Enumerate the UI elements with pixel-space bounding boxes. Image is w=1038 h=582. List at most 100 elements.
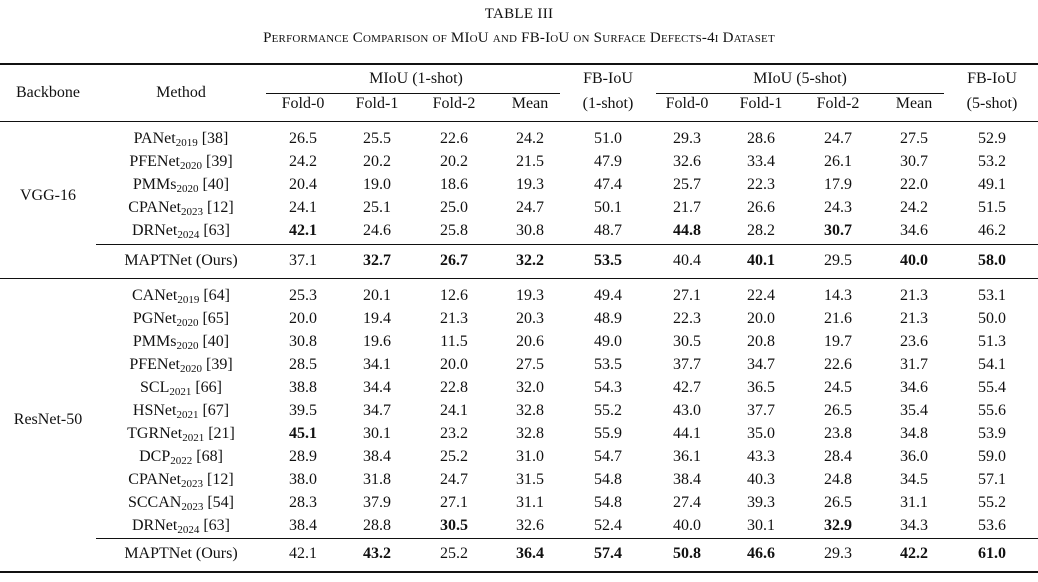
value-cell: 53.1 [978,287,1006,304]
value-cell: 37.7 [673,356,701,373]
method-name: PANet2019 [38] [96,129,266,149]
value-cell: 42.7 [673,379,701,396]
method-year: 2022 [170,455,193,467]
value-cell: 22.4 [747,287,775,304]
method-year: 2020 [180,160,202,172]
value-cell: 39.3 [747,494,775,511]
method-name: PMMs2020 [40] [96,332,266,352]
value-cell: 49.1 [978,176,1006,193]
value-cell: 54.8 [594,471,622,488]
value-cell: 12.6 [440,287,468,304]
ours-separator-rule [96,538,1038,539]
value-cell: 26.1 [824,153,852,170]
value-cell: 30.7 [824,222,852,239]
value-cell: 25.8 [440,222,468,239]
value-cell: 24.7 [440,471,468,488]
value-cell: 40.0 [673,517,701,534]
method-base-name: DRNet [132,517,178,534]
value-cell: 20.2 [363,153,391,170]
value-cell: 24.7 [516,199,544,216]
method-year: 2019 [177,294,200,306]
value-cell: 22.6 [824,356,852,373]
ours-value-cell: 61.0 [978,545,1006,562]
header-backbone: Backbone [16,84,80,101]
value-cell: 24.6 [363,222,391,239]
method-year: 2024 [177,524,200,536]
value-cell: 31.8 [363,471,391,488]
method-base-name: PGNet [132,310,177,327]
value-cell: 31.1 [516,494,544,511]
ours-value-cell: 32.7 [363,252,391,269]
value-cell: 31.7 [900,356,928,373]
value-cell: 32.6 [516,517,544,534]
value-cell: 54.1 [978,356,1006,373]
method-base-name: DCP [139,448,171,465]
value-cell: 53.6 [978,517,1006,534]
value-cell: 31.0 [516,448,544,465]
value-cell: 27.1 [673,287,701,304]
method-name: SCL2021 [66] [96,378,266,398]
value-cell: 54.8 [594,494,622,511]
ours-value-cell: 36.4 [516,545,544,562]
value-cell: 27.5 [900,130,928,147]
value-cell: 47.4 [594,176,622,193]
header-miou-5shot: MIoU (5-shot) [753,70,847,87]
value-cell: 34.8 [900,425,928,442]
value-cell: 25.0 [440,199,468,216]
value-cell: 24.8 [824,471,852,488]
ours-value-cell: 58.0 [978,252,1006,269]
value-cell: 32.9 [824,517,852,534]
value-cell: 49.4 [594,287,622,304]
method-base-name: PANet [133,130,176,147]
value-cell: 11.5 [440,333,468,350]
value-cell: 42.1 [289,222,317,239]
ours-value-cell: 40.0 [900,252,928,269]
value-cell: 54.7 [594,448,622,465]
value-cell: 30.5 [673,333,701,350]
value-cell: 37.9 [363,494,391,511]
value-cell: 30.5 [440,517,468,534]
value-cell: 26.6 [747,199,775,216]
value-cell: 52.9 [978,130,1006,147]
value-cell: 37.7 [747,402,775,419]
ours-value-cell: 57.4 [594,545,622,562]
value-cell: 28.9 [289,448,317,465]
value-cell: 27.5 [516,356,544,373]
value-cell: 24.2 [900,199,928,216]
ours-value-cell: 32.2 [516,252,544,269]
value-cell: 22.0 [900,176,928,193]
value-cell: 24.5 [824,379,852,396]
value-cell: 21.3 [900,287,928,304]
value-cell: 26.5 [824,494,852,511]
value-cell: 30.8 [289,333,317,350]
subheader-5shot-fold1: Fold-1 [739,95,783,112]
value-cell: 27.1 [440,494,468,511]
backbone-label: VGG-16 [20,187,76,204]
method-year: 2024 [177,229,200,241]
value-cell: 20.0 [440,356,468,373]
ours-value-cell: 43.2 [363,545,391,562]
method-reference: [12] [207,199,234,216]
top-rule [0,63,1038,65]
header-method: Method [156,84,206,101]
header-rule [0,121,1038,122]
method-base-name: CPANet [128,471,182,488]
value-cell: 19.6 [363,333,391,350]
value-cell: 31.5 [516,471,544,488]
method-reference: [68] [196,448,223,465]
subheader-5shot-fold2: Fold-2 [816,95,860,112]
method-name: SCCAN2023 [54] [96,493,266,513]
method-base-name: PMMs [132,333,177,350]
value-cell: 19.0 [363,176,391,193]
method-reference: [65] [202,310,230,327]
value-cell: 28.5 [289,356,317,373]
value-cell: 34.1 [363,356,391,373]
value-cell: 17.9 [824,176,852,193]
ours-value-cell: 50.8 [673,545,701,562]
value-cell: 22.3 [673,310,701,327]
value-cell: 51.0 [594,130,622,147]
method-reference: [66] [195,379,222,396]
ours-value-cell: 26.7 [440,252,468,269]
value-cell: 19.3 [516,287,544,304]
value-cell: 53.2 [978,153,1006,170]
